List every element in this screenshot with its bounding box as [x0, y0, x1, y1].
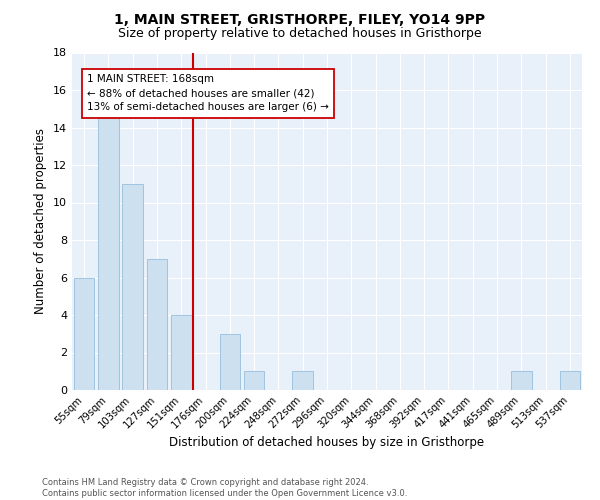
Bar: [220, 334, 240, 390]
Bar: [244, 371, 265, 390]
Text: 1 MAIN STREET: 168sqm
← 88% of detached houses are smaller (42)
13% of semi-deta: 1 MAIN STREET: 168sqm ← 88% of detached …: [88, 74, 329, 112]
Text: Contains HM Land Registry data © Crown copyright and database right 2024.
Contai: Contains HM Land Registry data © Crown c…: [42, 478, 407, 498]
Bar: [560, 371, 580, 390]
Bar: [74, 278, 94, 390]
Bar: [292, 371, 313, 390]
Bar: [146, 259, 167, 390]
Bar: [171, 315, 191, 390]
X-axis label: Distribution of detached houses by size in Gristhorpe: Distribution of detached houses by size …: [169, 436, 485, 449]
Text: Size of property relative to detached houses in Gristhorpe: Size of property relative to detached ho…: [118, 28, 482, 40]
Bar: [98, 109, 119, 390]
Y-axis label: Number of detached properties: Number of detached properties: [34, 128, 47, 314]
Text: 1, MAIN STREET, GRISTHORPE, FILEY, YO14 9PP: 1, MAIN STREET, GRISTHORPE, FILEY, YO14 …: [115, 12, 485, 26]
Bar: [511, 371, 532, 390]
Bar: [122, 184, 143, 390]
